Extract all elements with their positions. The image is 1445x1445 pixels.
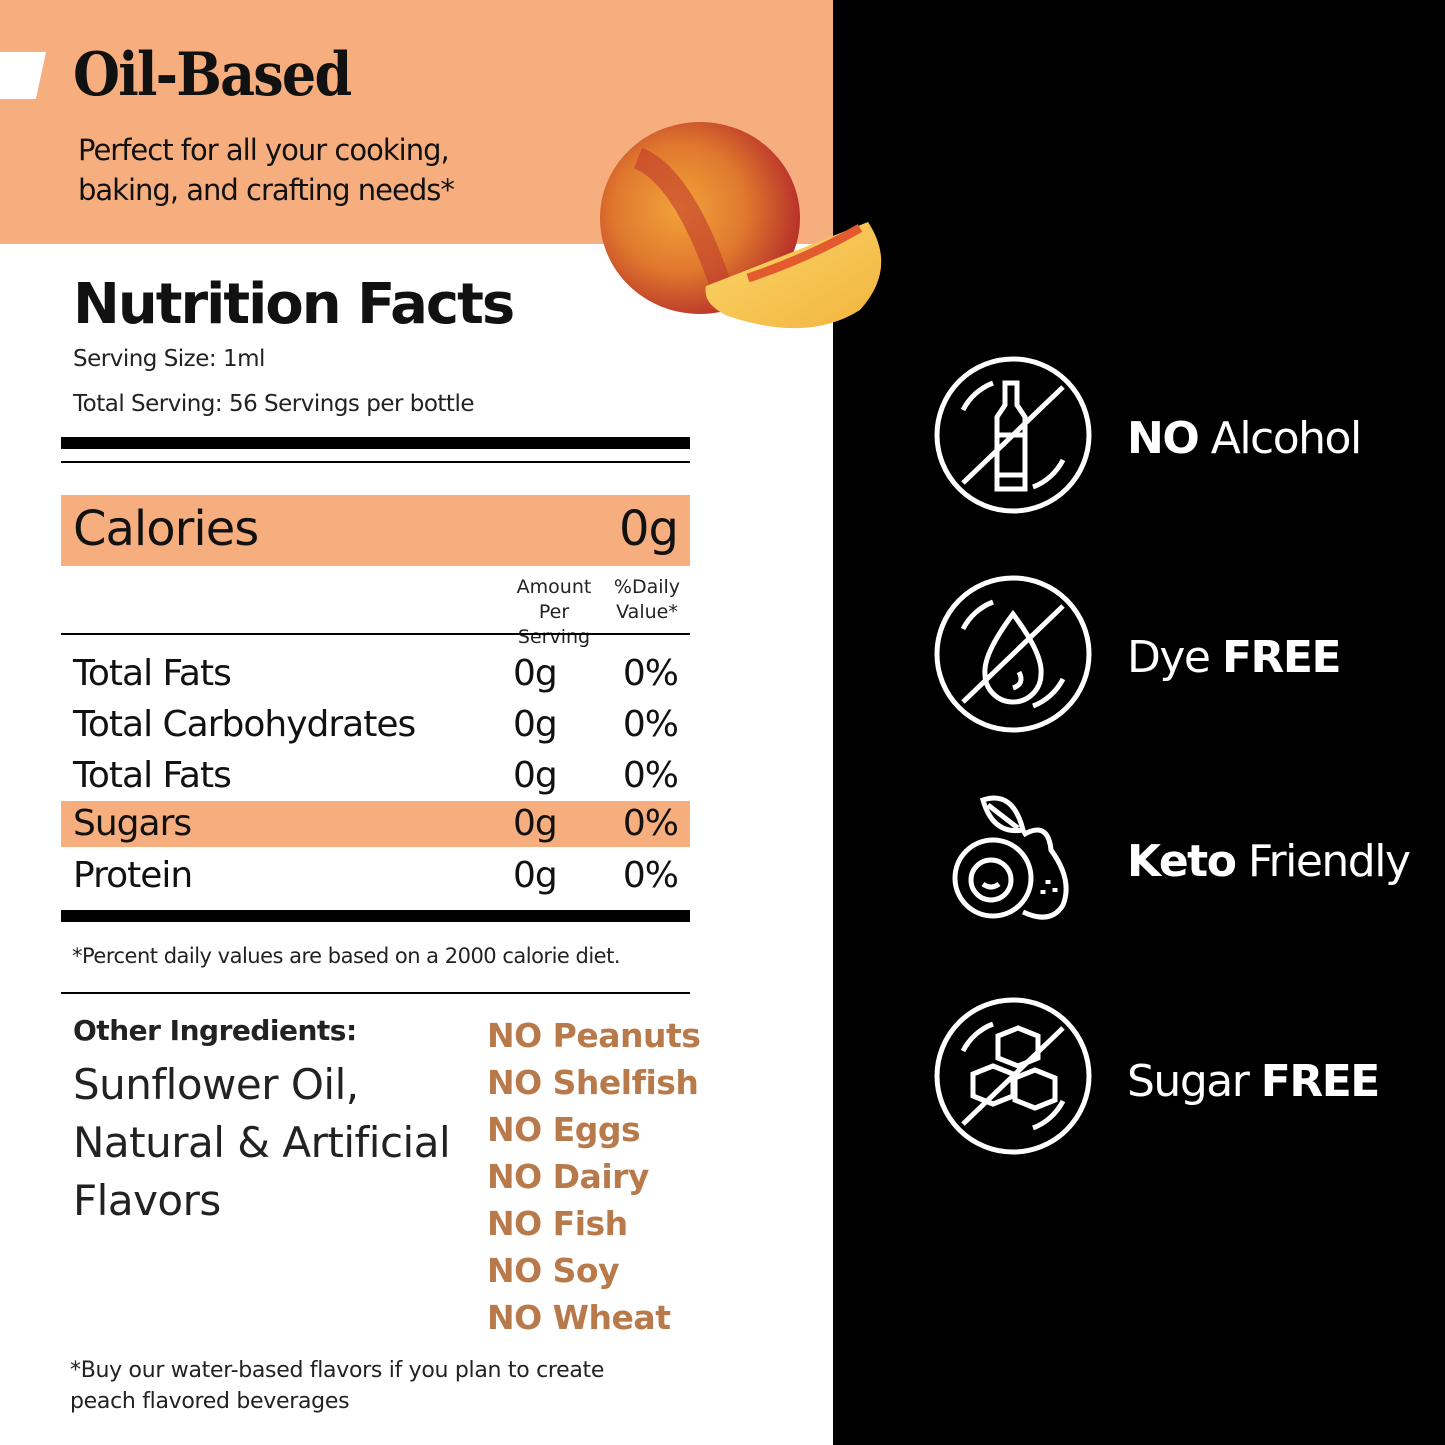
ingredient-line: Natural & Artificial: [73, 1118, 451, 1167]
sugar-free-icon: [934, 997, 1092, 1155]
subtitle: Perfect for all your cooking, baking, an…: [78, 133, 455, 207]
nutrient-label: Total Fats: [73, 653, 232, 694]
claim-text: Friendly: [1235, 836, 1411, 887]
claim-label: NO Alcohol: [1127, 413, 1362, 464]
nutrient-amount: 0g: [513, 855, 558, 896]
nutrient-daily-value: 0%: [622, 653, 679, 694]
nutrient-amount: 0g: [513, 803, 558, 844]
nutrient-daily-value: 0%: [622, 755, 679, 796]
page-title: Oil-Based: [73, 40, 352, 110]
divider-thick: [61, 437, 690, 449]
claim-emphasis: FREE: [1221, 632, 1342, 683]
nutrient-label: Total Fats: [73, 755, 232, 796]
calories-row: Calories 0g: [61, 495, 690, 566]
nutrient-row: Total Carbohydrates 0g 0%: [61, 702, 690, 748]
divider: [61, 461, 690, 463]
nutrient-label: Total Carbohydrates: [73, 704, 416, 745]
bottom-note-line: *Buy our water-based flavors if you plan…: [70, 1358, 605, 1383]
allergen-item: NO Eggs: [487, 1110, 641, 1149]
no-alcohol-icon: [934, 356, 1092, 514]
nutrient-daily-value: 0%: [622, 803, 679, 844]
divider: [61, 992, 690, 994]
allergen-item: NO Wheat: [487, 1298, 671, 1337]
allergen-item: NO Peanuts: [487, 1016, 701, 1055]
calories-label: Calories: [73, 501, 259, 557]
allergen-item: NO Soy: [487, 1251, 620, 1290]
claim-label: Keto Friendly: [1127, 836, 1411, 887]
claim-text: Sugar: [1127, 1056, 1261, 1107]
ingredients-label: Other Ingredients:: [73, 1014, 357, 1047]
divider-thick: [61, 910, 690, 922]
nutrient-label: Sugars: [73, 803, 192, 844]
claim-text: Dye: [1127, 632, 1222, 683]
ingredients-list: Sunflower Oil, Natural & Artificial Flav…: [73, 1056, 451, 1230]
col-daily-header: %Daily Value*: [613, 576, 681, 623]
nutrition-title: Nutrition Facts: [73, 272, 515, 337]
claim-emphasis: Keto: [1127, 836, 1237, 887]
dye-free-icon: [934, 575, 1092, 733]
nutrient-daily-value: 0%: [622, 855, 679, 896]
nutrient-row: Total Fats 0g 0%: [61, 651, 690, 697]
nutrient-label: Protein: [73, 855, 193, 896]
allergen-item: NO Fish: [487, 1204, 628, 1243]
keto-avocado-icon: [952, 795, 1069, 920]
peach-image: [600, 122, 882, 329]
nutrient-row: Sugars 0g 0%: [61, 801, 690, 847]
claim-emphasis: FREE: [1260, 1056, 1381, 1107]
nutrient-row: Protein 0g 0%: [61, 853, 690, 899]
nutrient-amount: 0g: [513, 653, 558, 694]
bottom-note-line: peach flavored beverages: [70, 1389, 350, 1414]
total-serving: Total Serving: 56 Servings per bottle: [73, 391, 475, 417]
ingredient-line: Sunflower Oil,: [73, 1060, 359, 1109]
claim-label: Sugar FREE: [1127, 1056, 1381, 1107]
claim-emphasis: NO: [1127, 413, 1200, 464]
daily-value-footnote: *Percent daily values are based on a 200…: [72, 944, 621, 968]
bottom-note: *Buy our water-based flavors if you plan…: [70, 1355, 604, 1417]
nutrient-amount: 0g: [513, 755, 558, 796]
nutrient-row: Total Fats 0g 0%: [61, 753, 690, 799]
calories-value: 0g: [618, 501, 679, 557]
claim-label: Dye FREE: [1127, 632, 1342, 683]
col-amount-header: Amount Per Serving: [516, 576, 592, 648]
nutrient-amount: 0g: [513, 704, 558, 745]
claims-panel: [833, 0, 1445, 1445]
claim-text: Alcohol: [1198, 413, 1362, 464]
serving-size: Serving Size: 1ml: [73, 346, 265, 372]
nutrient-daily-value: 0%: [622, 704, 679, 745]
allergen-item: NO Shelfish: [487, 1063, 699, 1102]
ingredient-line: Flavors: [73, 1176, 221, 1225]
divider: [61, 633, 690, 635]
allergen-item: NO Dairy: [487, 1157, 649, 1196]
